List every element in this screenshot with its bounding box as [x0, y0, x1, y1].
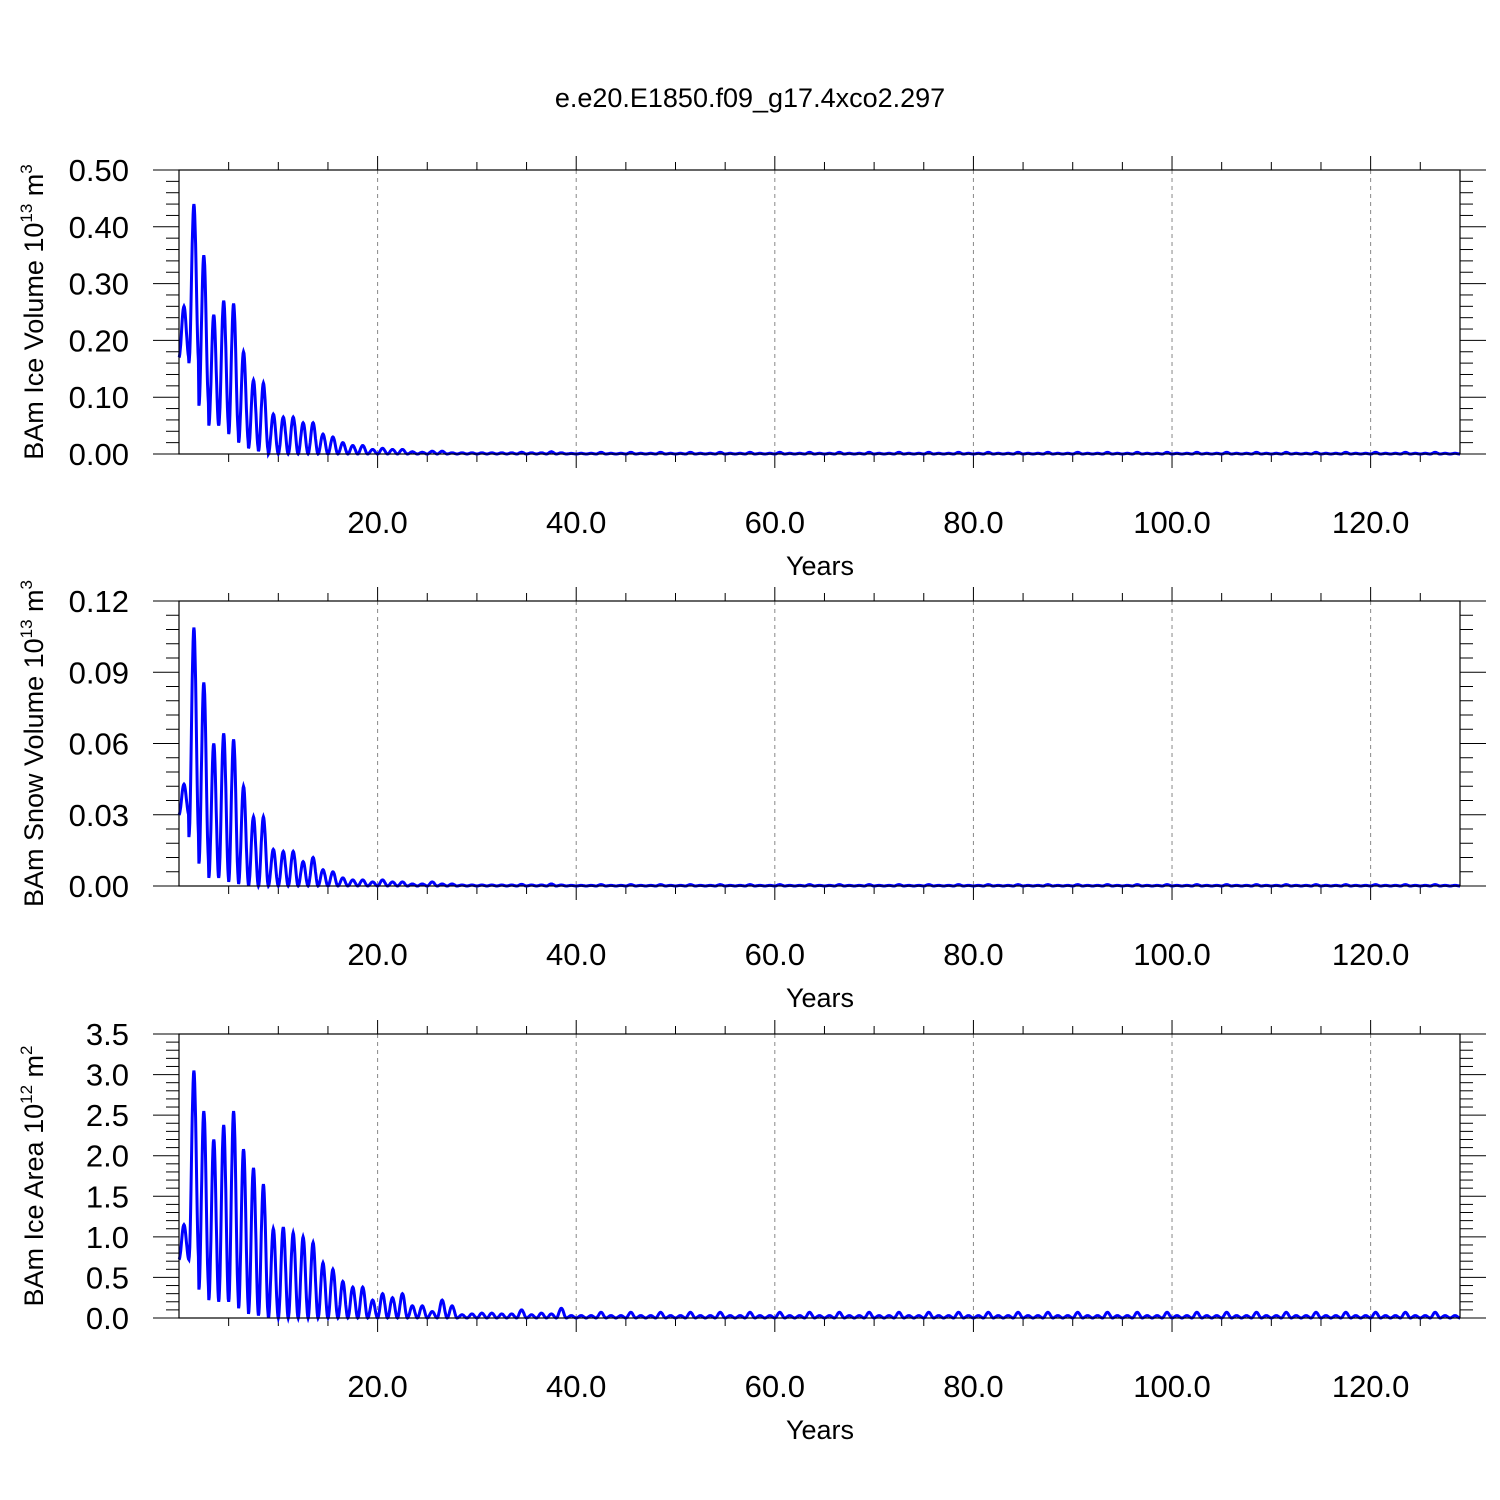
- y-axis-label: BAm Ice Area 1012 m2: [17, 1046, 49, 1307]
- x-tick-label: 80.0: [943, 1369, 1003, 1404]
- y-tick-label: 3.5: [86, 1017, 129, 1052]
- y-tick-label: 0.00: [69, 437, 129, 472]
- x-axis-label: Years: [786, 1415, 854, 1445]
- panel-2: 0.00 0.03 0.06 0.09 0.12 20.0 40.0 60.0 80.0 100.…: [17, 580, 1486, 1013]
- y-tick-label: 0.10: [69, 380, 129, 415]
- series-line: [177, 1070, 1461, 1324]
- x-tick-label: 120.0: [1332, 1369, 1410, 1404]
- panel-3: 0.0 0.5 1.0 1.5 2.0 2.5 3.0 3.5 20.0 40.0 60.0 80.0…: [17, 1017, 1486, 1445]
- panel-1: 0.00 0.10 0.20 0.30 0.40 0.50 20.0 40.0 60.0 80.0…: [17, 153, 1486, 581]
- y-tick-label: 0.20: [69, 323, 129, 358]
- y-tick-label: 2.0: [86, 1139, 129, 1174]
- x-tick-label: 60.0: [745, 937, 805, 972]
- x-tick-label: 20.0: [347, 1369, 407, 1404]
- x-tick-label: 40.0: [546, 1369, 606, 1404]
- figure-title: e.e20.E1850.f09_g17.4xco2.297: [555, 83, 945, 113]
- x-tick-label: 80.0: [943, 937, 1003, 972]
- x-tick-label: 40.0: [546, 937, 606, 972]
- series-line: [177, 627, 1460, 891]
- x-tick-label: 100.0: [1133, 1369, 1211, 1404]
- plot-frame: [178, 1033, 1461, 1319]
- x-tick-label: 40.0: [546, 505, 606, 540]
- y-tick-label: 0.40: [69, 210, 129, 245]
- x-tick-label: 60.0: [745, 505, 805, 540]
- y-tick-label: 1.5: [86, 1179, 129, 1214]
- x-tick-label: 20.0: [347, 505, 407, 540]
- y-axis-label: BAm Snow Volume 1013 m3: [17, 580, 49, 907]
- y-tick-label: 0.03: [69, 798, 129, 833]
- y-tick-label: 0.06: [69, 727, 129, 762]
- x-axis-label: Years: [786, 983, 854, 1013]
- x-tick-label: 120.0: [1332, 937, 1410, 972]
- y-tick-label: 1.0: [86, 1220, 129, 1255]
- y-tick-label: 0.30: [69, 267, 129, 302]
- x-tick-label: 20.0: [347, 937, 407, 972]
- y-tick-label: 0.00: [69, 869, 129, 904]
- x-axis-label: Years: [786, 551, 854, 581]
- plot-frame: [178, 169, 1461, 455]
- y-tick-label: 0.0: [86, 1301, 129, 1336]
- y-tick-label: 3.0: [86, 1058, 129, 1093]
- plot-frame: [178, 600, 1461, 887]
- x-tick-label: 100.0: [1133, 937, 1211, 972]
- x-tick-label: 120.0: [1332, 505, 1410, 540]
- series-line: [177, 203, 1460, 459]
- y-axis-label: BAm Ice Volume 1013 m3: [17, 164, 49, 460]
- y-tick-label: 0.50: [69, 153, 129, 188]
- x-tick-label: 60.0: [745, 1369, 805, 1404]
- y-tick-label: 0.5: [86, 1260, 129, 1295]
- y-tick-label: 2.5: [86, 1098, 129, 1133]
- x-tick-label: 80.0: [943, 505, 1003, 540]
- y-tick-label: 0.09: [69, 655, 129, 690]
- y-tick-label: 0.12: [69, 584, 129, 619]
- x-tick-label: 100.0: [1133, 505, 1211, 540]
